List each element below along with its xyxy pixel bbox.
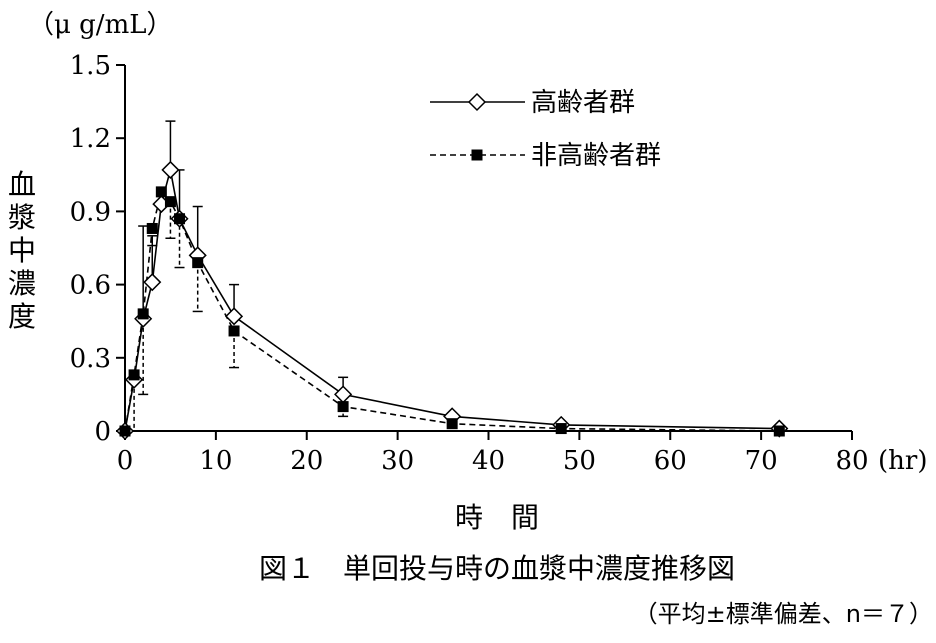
- data-point-marker: [137, 308, 149, 320]
- data-point-marker: [146, 222, 158, 234]
- x-tick-label: 10: [199, 446, 232, 476]
- legend-marker-2: [471, 149, 483, 161]
- x-tick-label: 0: [117, 446, 134, 476]
- legend-label-2: 非高齢者群: [531, 141, 661, 171]
- data-point-marker: [334, 385, 353, 404]
- x-tick-label: 40: [472, 446, 505, 476]
- markers-layer: [115, 160, 789, 441]
- series-line-1: [124, 169, 780, 432]
- x-tick-label: 50: [563, 446, 596, 476]
- y-unit-label: （μ g/mL）: [28, 10, 173, 40]
- x-tick-label: 60: [654, 446, 687, 476]
- y-axis-label-char: 血: [8, 168, 36, 201]
- y-tick-label: 1.5: [70, 51, 111, 81]
- data-point-marker: [161, 160, 180, 179]
- axes-layer: 0 0.3 0.6 0.9 1.2 1.5 0 10 20 30 40 50 60 70 80: [70, 51, 869, 476]
- data-point-marker: [446, 418, 458, 430]
- x-tick-label: 20: [290, 446, 323, 476]
- y-axis-label-char: 漿: [8, 201, 36, 234]
- x-unit-label: (hr): [878, 446, 927, 476]
- y-axis-label-char: 度: [8, 300, 36, 333]
- data-point-marker: [224, 307, 244, 326]
- y-tick-label: 1.2: [70, 124, 111, 154]
- data-point-marker: [119, 425, 131, 437]
- data-point-marker: [228, 325, 240, 337]
- data-point-marker: [143, 273, 162, 292]
- y-tick-label: 0: [94, 417, 111, 447]
- data-point-marker: [128, 369, 140, 381]
- figure-sub-caption: （平均±標準偏差、n＝７）: [634, 600, 933, 628]
- data-point-marker: [155, 186, 167, 198]
- y-tick-label: 0.9: [70, 197, 111, 227]
- data-point-marker: [192, 257, 204, 269]
- data-point-marker: [174, 213, 186, 225]
- data-point-marker: [337, 401, 349, 413]
- x-tick-label: 70: [745, 446, 778, 476]
- x-tick-label: 80: [835, 446, 868, 476]
- figure-caption: 図１ 単回投与時の血漿中濃度推移図: [259, 552, 735, 585]
- error-bars-layer: [129, 120, 349, 432]
- data-point-marker: [164, 196, 176, 208]
- y-tick-label: 0.6: [70, 271, 111, 301]
- legend-label-1: 高齢者群: [531, 88, 635, 118]
- x-tick-label: 30: [381, 446, 414, 476]
- y-tick-label: 0.3: [70, 344, 111, 374]
- series-lines-layer: [124, 169, 780, 432]
- x-axis-label: 時 間: [455, 501, 539, 534]
- data-point-marker: [555, 423, 567, 435]
- series-line-2: [124, 190, 780, 432]
- y-axis-label-char: 中: [8, 234, 36, 267]
- y-axis-label-char: 濃: [8, 267, 36, 300]
- legend-marker-1: [467, 92, 487, 112]
- data-point-marker: [773, 425, 785, 437]
